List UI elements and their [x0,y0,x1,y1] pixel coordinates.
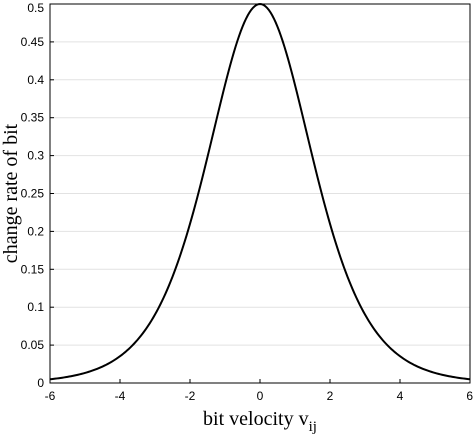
x-tick-label: 4 [397,389,404,403]
y-tick-label: 0.5 [27,1,44,15]
x-tick-label: -2 [185,389,196,403]
y-tick-label: 0.4 [27,73,44,87]
y-tick-label: 0.2 [27,224,44,238]
x-tick-label: -6 [45,389,56,403]
y-axis-label: change rate of bit [0,123,22,263]
x-tick-label: 2 [327,389,334,403]
y-tick-label: 0.3 [27,149,44,163]
x-axis-label: bit velocity vij [203,408,317,435]
y-tick-label: 0 [37,376,44,390]
x-tick-label: -4 [115,389,126,403]
x-axis-label-main: bit velocity v [203,408,309,430]
y-axis-ticks: 0 0.05 0.1 0.15 0.2 0.25 0.3 0.35 0.4 0.45 0.5 [21,1,54,390]
x-tick-label: 0 [257,389,264,403]
y-tick-label: 0.35 [21,111,45,125]
x-axis-ticks: -6 -4 -2 0 2 4 6 [45,379,473,403]
series-line [49,2,471,381]
grid-lines [50,41,470,346]
y-tick-label: 0.1 [27,300,44,314]
x-tick-label: 6 [466,389,473,403]
y-tick-label: 0.45 [21,35,45,49]
y-tick-label: 0.05 [21,338,45,352]
y-tick-label: 0.15 [21,262,45,276]
x-axis-label-subscript: ij [309,419,317,435]
y-tick-label: 0.25 [21,187,45,201]
